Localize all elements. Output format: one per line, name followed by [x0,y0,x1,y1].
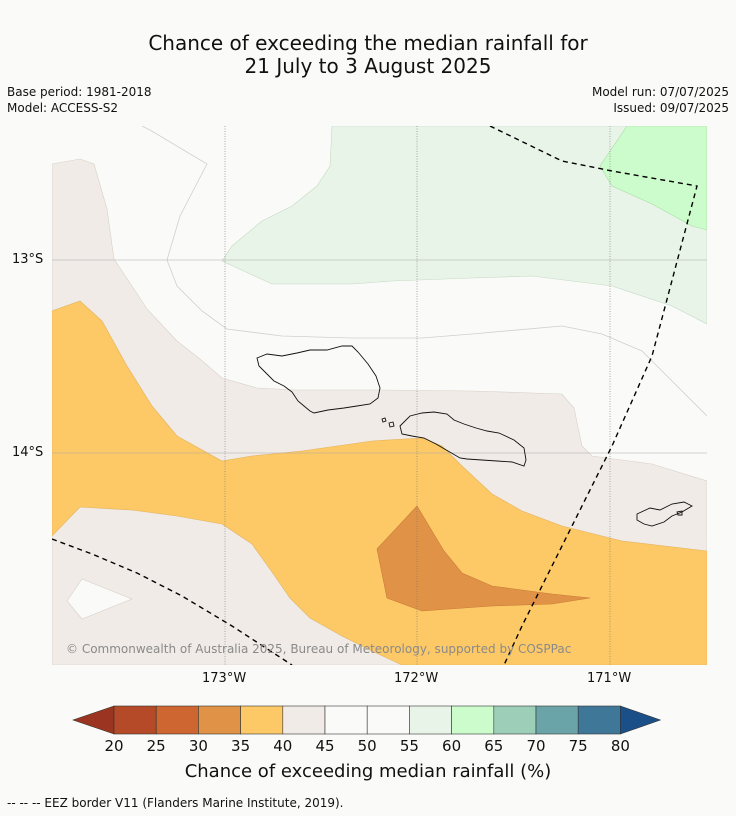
colorbar-cell [198,705,241,735]
contour-line-upper [141,126,707,417]
lat-label-13s: 13°S [12,252,44,267]
colorbar-cell [493,705,537,735]
colorbar-tick-label: 50 [357,737,377,755]
graticule [52,126,707,665]
colorbar-cell [577,705,621,735]
island-small-1 [381,417,387,423]
island-small-2 [388,421,395,428]
colorbar-tick-label: 55 [399,737,419,755]
colorbar-tick-label: 30 [188,737,208,755]
rainfall-map: © Commonwealth of Australia 2025, Bureau… [52,126,707,665]
region-55-60 [221,126,707,325]
colorbar-cell [409,705,452,735]
island-savaii [256,345,381,414]
colorbar-cell [155,705,199,735]
island-upolu [399,411,527,467]
colorbar-cell [240,705,284,735]
colorbar-cells [72,705,662,735]
eez-footnote: -- -- -- EEZ border V11 (Flanders Marine… [7,796,344,810]
issued-date: Issued: 09/07/2025 [613,101,729,115]
islands [256,345,693,527]
colorbar-tick-label: 75 [568,737,588,755]
lon-label-172w: 172°W [394,671,439,686]
colorbar-cell [366,705,410,735]
colorbar-tick-label: 45 [315,737,335,755]
colorbar-cell [324,705,368,735]
colorbar-cell [282,705,326,735]
colorbar-tick-label: 60 [442,737,462,755]
colorbar-cell [113,705,157,735]
chart-title-line2: 21 July to 3 August 2025 [244,54,492,78]
colorbar-tick-label: 40 [273,737,293,755]
colorbar-tick-label: 25 [146,737,166,755]
model-name: Model: ACCESS-S2 [7,101,119,115]
colorbar-tick-label: 80 [610,737,630,755]
map-copyright: © Commonwealth of Australia 2025, Bureau… [66,642,571,656]
colorbar-tick-label: 65 [484,737,504,755]
colorbar-arrow-left [72,705,115,735]
colorbar-cell [451,705,495,735]
lon-label-171w: 171°W [587,671,632,686]
base-period: Base period: 1981-2018 [7,85,152,99]
colorbar-tick-label: 20 [104,737,124,755]
model-run: Model run: 07/07/2025 [591,85,729,99]
region-35-40 [52,300,707,665]
colorbar-arrow-right [620,705,662,735]
colorbar-tick-label: 70 [526,737,546,755]
colorbar [72,705,662,735]
region-45-55-hole [66,578,133,620]
island-small-3 [676,510,683,516]
lon-label-173w: 173°W [202,671,247,686]
region-30-35 [376,505,591,612]
chart-title-line1: Chance of exceeding the median rainfall … [148,31,588,55]
colorbar-cell [535,705,579,735]
colorbar-title: Chance of exceeding median rainfall (%) [184,761,552,782]
colorbar-tick-label: 35 [231,737,251,755]
lat-label-14s: 14°S [12,445,44,460]
